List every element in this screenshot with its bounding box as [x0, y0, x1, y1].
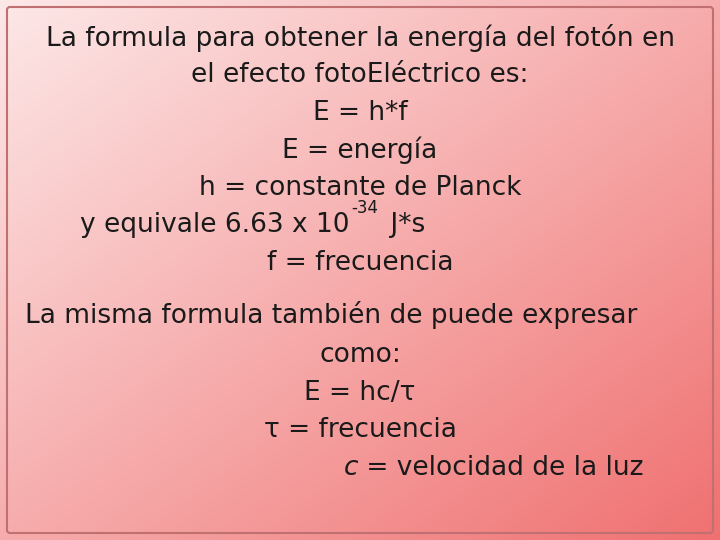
Text: J*s: J*s — [382, 212, 426, 238]
Text: La formula para obtener la energía del fotón en: La formula para obtener la energía del f… — [45, 24, 675, 52]
Text: -34: -34 — [351, 199, 378, 217]
Text: E = energía: E = energía — [282, 136, 438, 164]
Text: f = frecuencia: f = frecuencia — [266, 250, 454, 276]
Text: La misma formula también de puede expresar: La misma formula también de puede expres… — [25, 301, 637, 329]
Text: c: c — [343, 455, 358, 481]
Text: h = constante de Planck: h = constante de Planck — [199, 175, 521, 201]
Text: el efecto fotoEléctrico es:: el efecto fotoEléctrico es: — [192, 62, 528, 88]
Text: E = h*f: E = h*f — [312, 100, 408, 126]
Text: E = hc/τ: E = hc/τ — [305, 380, 415, 406]
Text: como:: como: — [319, 342, 401, 368]
Text: τ = frecuencia: τ = frecuencia — [264, 417, 456, 443]
Text: = velocidad de la luz: = velocidad de la luz — [358, 455, 644, 481]
Text: y equivale 6.63 x 10: y equivale 6.63 x 10 — [81, 212, 350, 238]
Text: τ: τ — [352, 455, 368, 481]
